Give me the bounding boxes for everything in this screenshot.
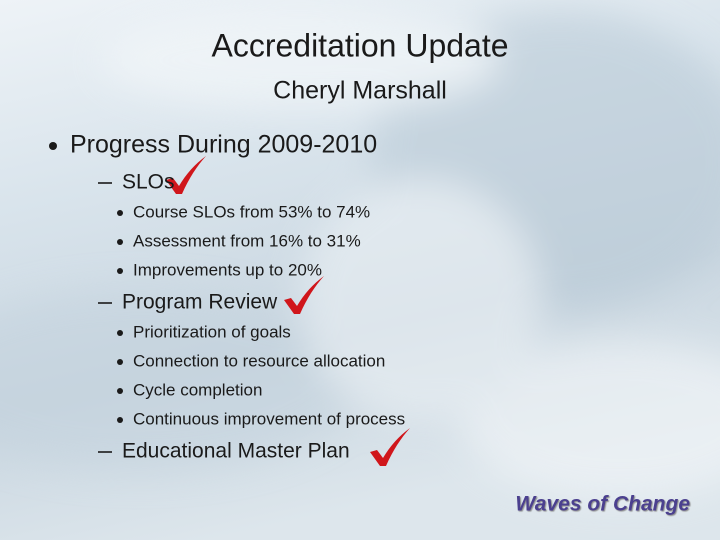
bullet [117,359,123,365]
footer: Waves of Change [515,493,690,516]
checkmark [284,276,324,314]
item-text: Assessment from 16% to 31% [133,231,361,250]
item-text: Connection to resource allocation [133,351,385,370]
bullet [117,239,123,245]
slide-title: Accreditation Update [211,27,508,63]
bullet [117,210,123,216]
sub-bullet-text: Program Review [122,291,278,314]
sub-bullet-text: SLOs [122,171,175,194]
bullet [49,142,57,150]
wave-texture [0,10,720,500]
checkmark [166,156,206,194]
bullet [117,268,123,274]
checkmark [370,428,410,466]
sub-bullet-text: Educational Master Plan [122,440,350,463]
item-text: Course SLOs from 53% to 74% [133,202,370,221]
bullet [117,417,123,423]
item-text: Improvements up to 20% [133,260,322,279]
checkmarks [166,156,410,466]
bullet [117,388,123,394]
item-text: Prioritization of goals [133,322,291,341]
slide-subtitle: Cheryl Marshall [273,77,447,105]
item-text: Cycle completion [133,380,262,399]
item-text: Continuous improvement of process [133,409,405,428]
bullet [117,330,123,336]
bullet-text: Progress During 2009-2010 [70,131,377,159]
